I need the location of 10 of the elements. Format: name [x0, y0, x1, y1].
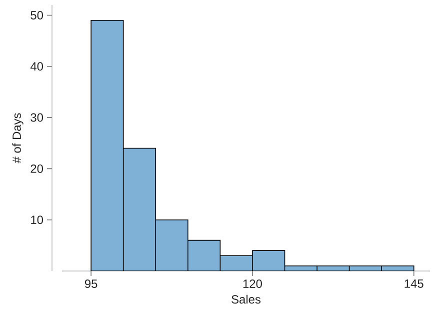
- y-axis-title: # of Days: [12, 113, 24, 164]
- x-tick-label: 145: [404, 280, 424, 288]
- x-axis-title: Sales: [232, 294, 261, 304]
- y-tick-label: 10: [31, 216, 44, 224]
- x-tick-label: 95: [84, 280, 98, 288]
- y-tick-label: 40: [30, 62, 44, 71]
- x-tick-label: 120: [243, 280, 262, 288]
- y-tick-label: 20: [30, 164, 44, 173]
- y-tick-label: 50: [30, 11, 44, 20]
- y-tick-label: 30: [30, 113, 44, 122]
